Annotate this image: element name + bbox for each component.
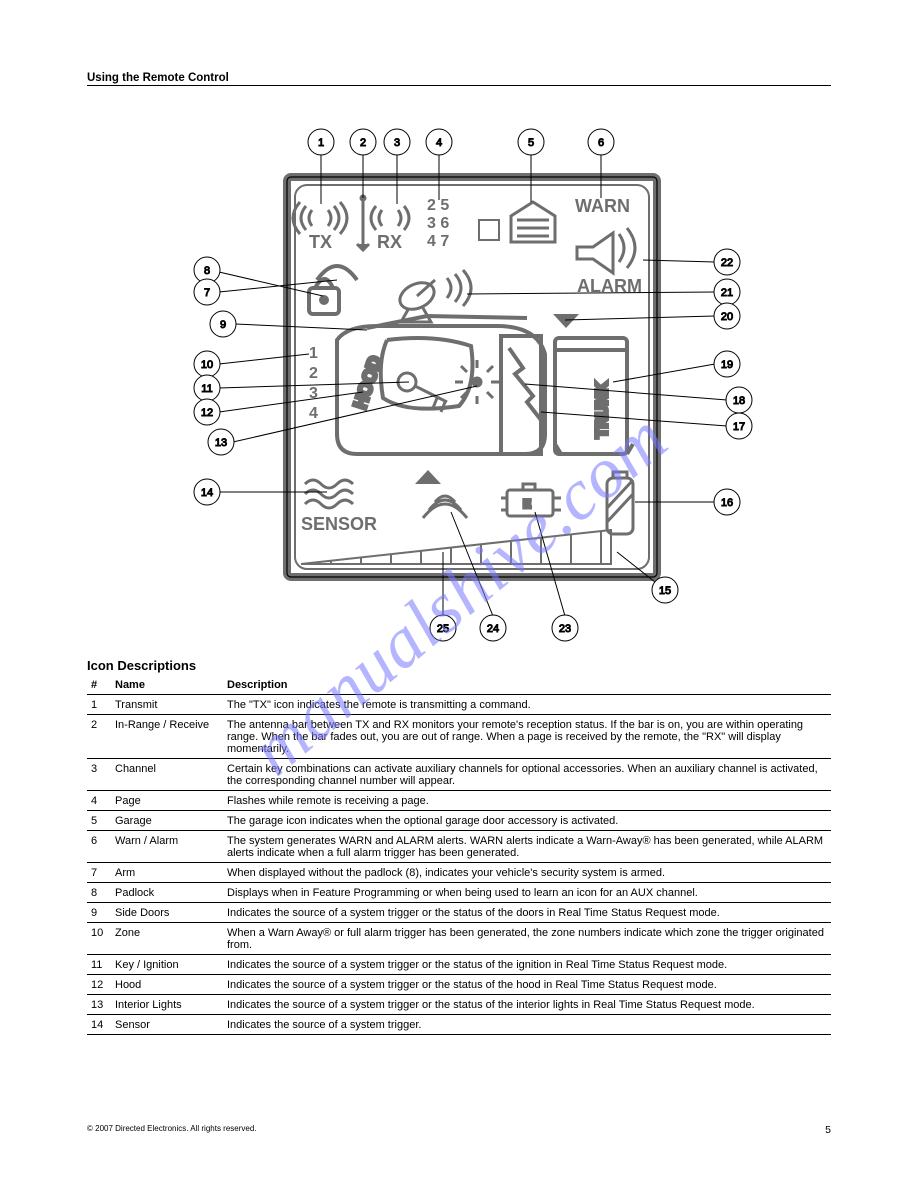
rx-label: RX xyxy=(377,232,402,252)
table-row: 8PadlockDisplays when in Feature Program… xyxy=(87,883,831,903)
col-name: Name xyxy=(111,677,223,695)
table-row: 13Interior LightsIndicates the source of… xyxy=(87,995,831,1015)
col-num: # xyxy=(87,677,111,695)
svg-text:3: 3 xyxy=(394,137,400,149)
table-row: 9Side DoorsIndicates the source of a sys… xyxy=(87,903,831,923)
svg-text:19: 19 xyxy=(721,359,733,371)
table-row: 12HoodIndicates the source of a system t… xyxy=(87,975,831,995)
warn-label: WARN xyxy=(575,196,630,216)
lcd-diagram: TX RX 2 5 3 6 4 7 xyxy=(87,92,831,652)
copyright: © 2007 Directed Electronics. All rights … xyxy=(87,1124,257,1136)
svg-text:6: 6 xyxy=(598,137,604,149)
svg-text:23: 23 xyxy=(559,623,571,635)
svg-text:8: 8 xyxy=(204,265,210,277)
table-row: 6Warn / AlarmThe system generates WARN a… xyxy=(87,831,831,863)
svg-text:2: 2 xyxy=(360,137,366,149)
svg-text:22: 22 xyxy=(721,257,733,269)
svg-text:5: 5 xyxy=(528,137,534,149)
svg-text:4: 4 xyxy=(436,137,442,149)
footer: © 2007 Directed Electronics. All rights … xyxy=(87,1124,831,1136)
svg-text:21: 21 xyxy=(721,287,733,299)
svg-text:10: 10 xyxy=(201,359,213,371)
svg-text:14: 14 xyxy=(201,487,213,499)
matrix-row-0: 2 5 xyxy=(427,197,449,214)
matrix-row-2: 4 7 xyxy=(427,233,449,250)
sensor-label: SENSOR xyxy=(301,514,377,534)
zone-1: 1 xyxy=(309,345,318,362)
table-row: 4PageFlashes while remote is receiving a… xyxy=(87,791,831,811)
svg-text:18: 18 xyxy=(733,395,745,407)
svg-text:12: 12 xyxy=(201,407,213,419)
page-number: 5 xyxy=(825,1124,831,1136)
icon-table: # Name Description 1TransmitThe "TX" ico… xyxy=(87,677,831,1035)
svg-text:E: E xyxy=(523,497,531,511)
table-row: 2In-Range / ReceiveThe antenna bar betwe… xyxy=(87,715,831,759)
tx-label: TX xyxy=(309,232,332,252)
svg-text:1: 1 xyxy=(318,137,324,149)
zone-2: 2 xyxy=(309,365,318,382)
svg-text:11: 11 xyxy=(201,383,212,395)
svg-text:13: 13 xyxy=(215,437,227,449)
table-title: Icon Descriptions xyxy=(87,658,831,673)
svg-text:9: 9 xyxy=(220,319,226,331)
table-row: 3ChannelCertain key combinations can act… xyxy=(87,759,831,791)
svg-text:17: 17 xyxy=(733,421,745,433)
zone-4: 4 xyxy=(309,405,318,422)
table-row: 1TransmitThe "TX" icon indicates the rem… xyxy=(87,695,831,715)
header-rule xyxy=(87,85,831,86)
svg-text:25: 25 xyxy=(437,623,449,635)
page-title: Using the Remote Control xyxy=(87,71,831,85)
table-row: 10ZoneWhen a Warn Away® or full alarm tr… xyxy=(87,923,831,955)
svg-text:16: 16 xyxy=(721,497,733,509)
col-desc: Description xyxy=(223,677,831,695)
table-row: 14SensorIndicates the source of a system… xyxy=(87,1015,831,1035)
svg-text:20: 20 xyxy=(721,311,733,323)
svg-text:7: 7 xyxy=(204,287,210,299)
table-row: 7ArmWhen displayed without the padlock (… xyxy=(87,863,831,883)
table-row: 5GarageThe garage icon indicates when th… xyxy=(87,811,831,831)
svg-text:24: 24 xyxy=(487,623,499,635)
table-row: 11Key / IgnitionIndicates the source of … xyxy=(87,955,831,975)
svg-text:15: 15 xyxy=(659,585,671,597)
matrix-row-1: 3 6 xyxy=(427,215,449,232)
